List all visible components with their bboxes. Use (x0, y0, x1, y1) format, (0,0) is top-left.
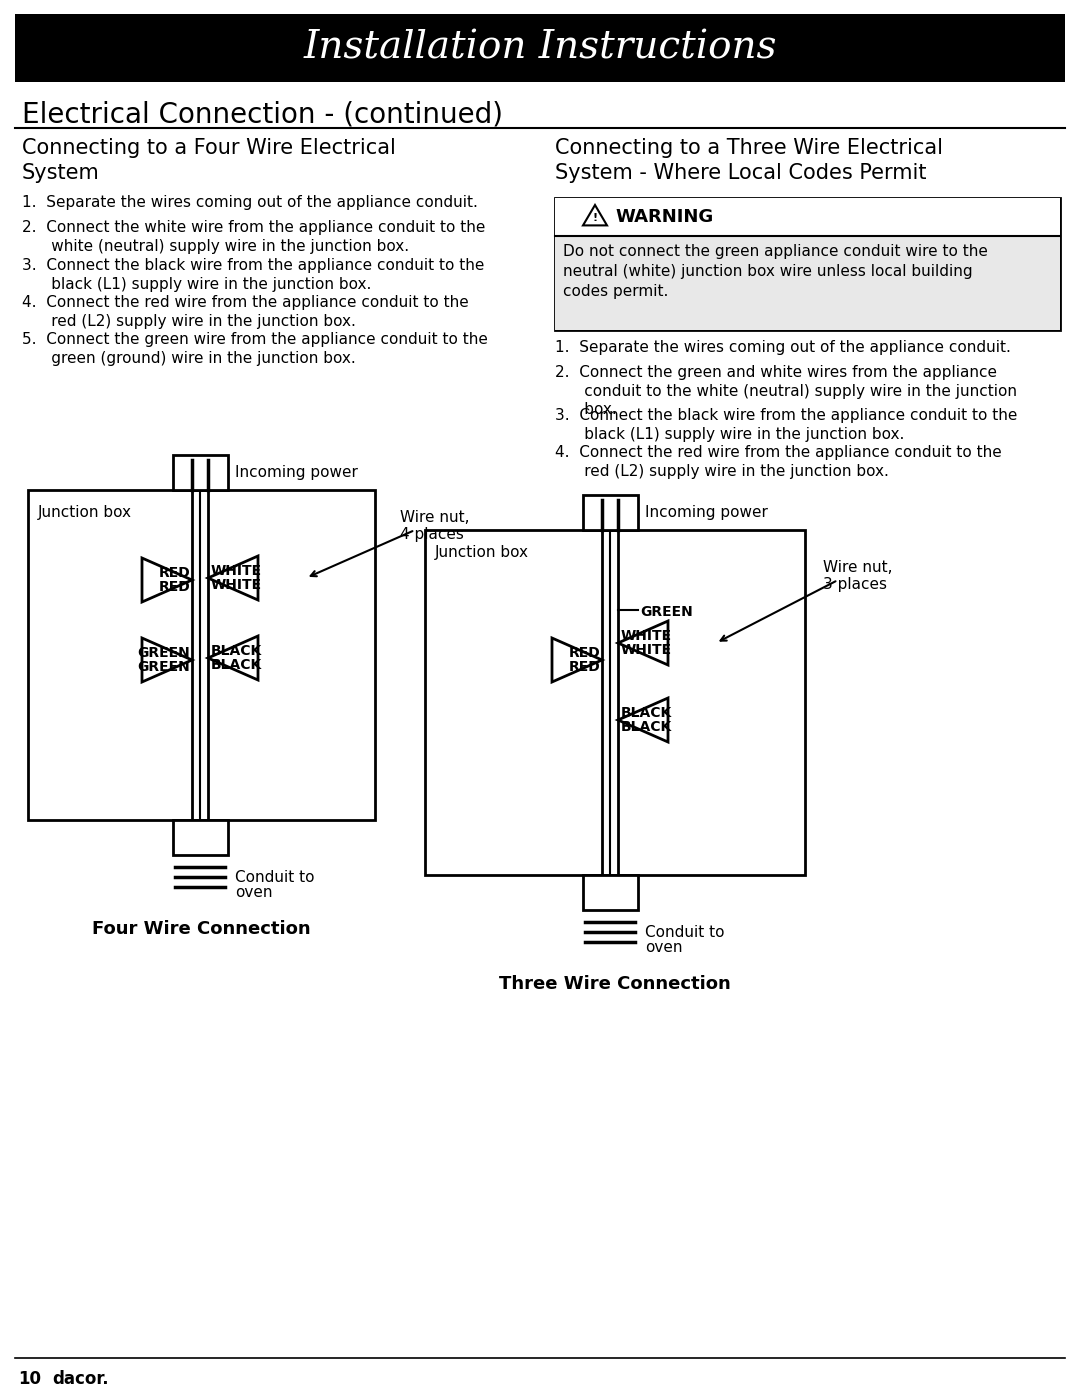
Polygon shape (552, 638, 602, 682)
Text: RED: RED (568, 659, 600, 673)
Text: 2.  Connect the green and white wires from the appliance
      conduit to the wh: 2. Connect the green and white wires fro… (555, 365, 1017, 418)
Text: WARNING: WARNING (615, 208, 713, 226)
Text: Do not connect the green appliance conduit wire to the
neutral (white) junction : Do not connect the green appliance condu… (563, 244, 988, 299)
Bar (15, 14, 1065, 82)
Polygon shape (141, 557, 192, 602)
Bar (426, 529, 805, 875)
Text: Wire nut,: Wire nut, (823, 560, 892, 576)
Text: BLACK: BLACK (211, 644, 262, 658)
Text: Three Wire Connection: Three Wire Connection (499, 975, 731, 993)
Polygon shape (583, 205, 607, 225)
Text: Wire nut,: Wire nut, (400, 510, 470, 525)
Text: 1.  Separate the wires coming out of the appliance conduit.: 1. Separate the wires coming out of the … (555, 339, 1011, 355)
Polygon shape (208, 636, 258, 680)
Text: 1.  Separate the wires coming out of the appliance conduit.: 1. Separate the wires coming out of the … (22, 196, 477, 210)
Polygon shape (141, 638, 192, 682)
Text: BLACK: BLACK (621, 705, 672, 719)
Text: 3.  Connect the black wire from the appliance conduit to the
      black (L1) su: 3. Connect the black wire from the appli… (22, 258, 484, 292)
Bar (28, 490, 375, 820)
Text: 3 places: 3 places (823, 577, 887, 592)
Text: GREEN: GREEN (137, 645, 190, 659)
Text: Four Wire Connection: Four Wire Connection (92, 921, 310, 937)
Text: BLACK: BLACK (211, 658, 262, 672)
Text: RED: RED (159, 566, 190, 580)
Bar (583, 495, 638, 529)
Text: 5.  Connect the green wire from the appliance conduit to the
      green (ground: 5. Connect the green wire from the appli… (22, 332, 488, 366)
Text: Electrical Connection - (continued): Electrical Connection - (continued) (22, 101, 503, 129)
Bar (583, 875, 638, 909)
Text: dacor.: dacor. (52, 1370, 109, 1389)
Text: 3.  Connect the black wire from the appliance conduit to the
      black (L1) su: 3. Connect the black wire from the appli… (555, 408, 1017, 441)
Text: oven: oven (235, 886, 272, 900)
Text: Conduit to: Conduit to (645, 925, 725, 940)
Polygon shape (208, 556, 258, 599)
Text: Installation Instructions: Installation Instructions (303, 29, 777, 67)
Bar (173, 455, 228, 490)
Text: GREEN: GREEN (137, 659, 190, 673)
Bar (555, 198, 1059, 236)
Text: !: ! (593, 214, 597, 224)
Text: Junction box: Junction box (38, 504, 132, 520)
Bar (173, 820, 228, 855)
Text: WHITE: WHITE (211, 578, 262, 592)
Polygon shape (618, 622, 669, 665)
Text: Connecting to a Three Wire Electrical
System - Where Local Codes Permit: Connecting to a Three Wire Electrical Sy… (555, 138, 943, 183)
Polygon shape (618, 698, 669, 742)
Text: Junction box: Junction box (435, 545, 529, 560)
Text: GREEN: GREEN (640, 605, 692, 619)
Text: WHITE: WHITE (211, 564, 262, 578)
Text: 4 places: 4 places (400, 527, 464, 542)
Text: Incoming power: Incoming power (645, 504, 768, 520)
Bar (555, 236, 1059, 330)
Text: Conduit to: Conduit to (235, 870, 314, 886)
Text: Incoming power: Incoming power (235, 464, 357, 479)
Text: 10: 10 (18, 1370, 41, 1389)
Text: Connecting to a Four Wire Electrical
System: Connecting to a Four Wire Electrical Sys… (22, 138, 396, 183)
Text: WHITE: WHITE (621, 643, 672, 657)
Text: oven: oven (645, 940, 683, 956)
Text: BLACK: BLACK (621, 719, 672, 733)
Text: WHITE: WHITE (621, 629, 672, 643)
Text: RED: RED (159, 580, 190, 594)
Bar (555, 198, 1059, 330)
Text: 2.  Connect the white wire from the appliance conduit to the
      white (neutra: 2. Connect the white wire from the appli… (22, 219, 485, 254)
Text: 4.  Connect the red wire from the appliance conduit to the
      red (L2) supply: 4. Connect the red wire from the applian… (555, 446, 1002, 479)
Text: RED: RED (568, 645, 600, 659)
Text: 4.  Connect the red wire from the appliance conduit to the
      red (L2) supply: 4. Connect the red wire from the applian… (22, 295, 469, 328)
